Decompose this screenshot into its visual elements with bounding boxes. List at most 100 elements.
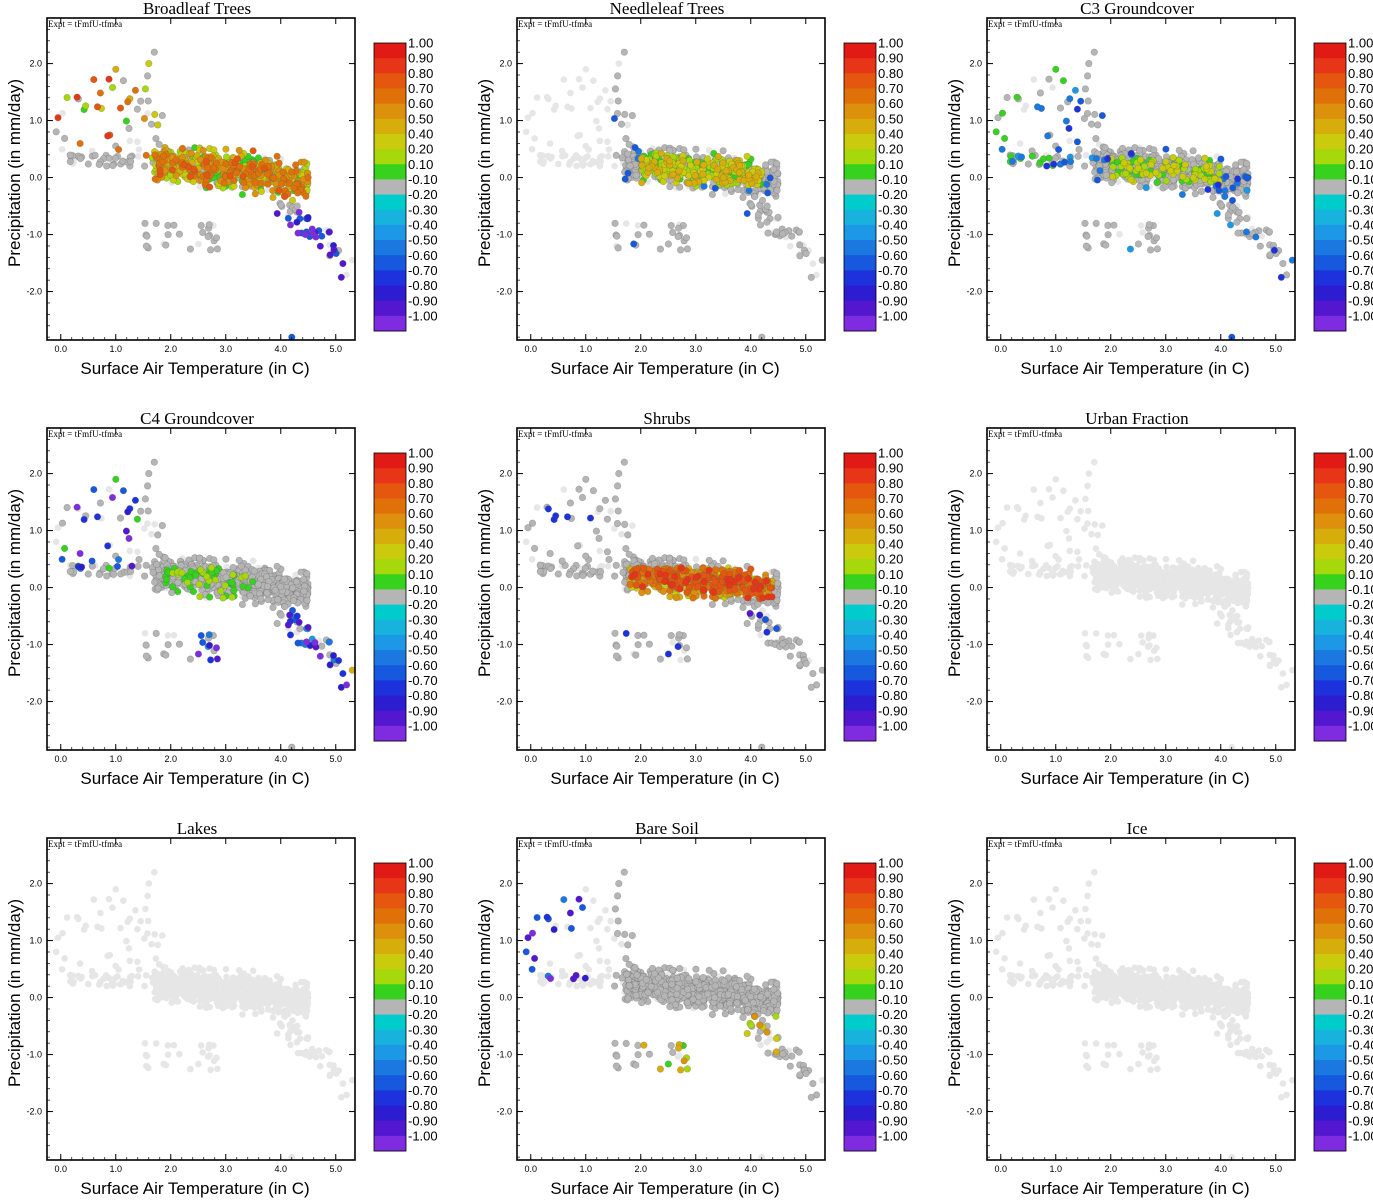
colorbar-label: 0.50	[408, 521, 433, 536]
data-point	[149, 568, 157, 577]
data-point	[575, 154, 583, 162]
data-point	[292, 161, 300, 169]
data-point	[275, 159, 283, 167]
colorbar-label: 0.80	[878, 66, 903, 81]
data-point	[1147, 160, 1155, 169]
x-tick-label: 3.0	[1159, 344, 1172, 354]
data-point	[144, 482, 152, 490]
data-point	[1094, 121, 1102, 129]
data-point	[574, 542, 582, 550]
data-point	[1152, 169, 1160, 177]
data-point	[589, 487, 598, 495]
data-point	[93, 103, 102, 111]
data-point	[235, 556, 243, 564]
data-point	[1175, 146, 1183, 154]
data-point	[141, 219, 149, 227]
colorbar-label: -0.50	[408, 643, 438, 658]
data-point	[199, 146, 207, 155]
data-point	[63, 93, 71, 102]
data-point	[58, 519, 67, 527]
data-point	[58, 146, 66, 153]
data-point	[1162, 158, 1170, 166]
data-point	[95, 570, 103, 579]
data-point	[558, 557, 566, 565]
data-point	[683, 655, 692, 663]
data-point	[196, 183, 204, 190]
data-point	[587, 104, 594, 112]
data-point	[260, 164, 268, 172]
x-tick-label: 4.0	[274, 344, 287, 354]
data-point	[233, 155, 241, 163]
x-axis-label: Surface Air Temperature (in C)	[80, 769, 309, 788]
x-tick-label: 1.0	[579, 344, 592, 354]
colorbar-swatch	[1314, 88, 1346, 105]
data-point	[595, 534, 603, 543]
data-point	[318, 642, 326, 650]
data-point	[644, 587, 652, 596]
data-point	[339, 669, 347, 678]
data-point	[604, 105, 611, 113]
data-point	[311, 638, 319, 647]
x-tick-label: 2.0	[164, 344, 177, 354]
colorbar-label: 0.50	[878, 111, 903, 126]
data-point	[90, 75, 98, 84]
panel-title: Shrubs	[643, 409, 690, 428]
data-point	[220, 179, 228, 187]
y-tick-label: -1.0	[26, 230, 42, 240]
x-tick-label: 1.0	[109, 754, 122, 764]
data-point	[122, 117, 130, 125]
colorbar-label: -0.20	[408, 597, 438, 612]
colorbar-swatch	[374, 574, 406, 590]
data-point	[278, 179, 286, 188]
colorbar-swatch	[374, 725, 406, 742]
y-tick-label: 1.0	[29, 116, 42, 126]
data-point	[141, 85, 149, 93]
data-point	[229, 571, 237, 579]
data-point	[1162, 177, 1170, 185]
data-point	[116, 514, 125, 522]
data-point	[749, 585, 758, 593]
x-tick-label: 4.0	[274, 754, 287, 764]
data-point	[59, 109, 66, 117]
colorbar-swatch	[844, 149, 876, 165]
data-point	[622, 220, 630, 227]
data-point	[1136, 183, 1144, 191]
colorbar-swatch	[374, 634, 406, 651]
data-point	[1209, 193, 1217, 201]
x-tick-label: 5.0	[799, 344, 812, 354]
colorbar-label: -0.90	[1348, 293, 1373, 308]
colorbar-swatch	[844, 224, 876, 241]
colorbar-label: 0.40	[1348, 127, 1373, 142]
data-point	[150, 458, 158, 466]
colorbar-swatch	[374, 194, 406, 211]
colorbar-label: 0.70	[1348, 81, 1373, 96]
data-point	[142, 561, 150, 569]
colorbar-label: -0.30	[878, 202, 908, 217]
data-point	[1265, 228, 1273, 236]
colorbar-label: 0.90	[1348, 51, 1373, 66]
colorbar-label: -0.80	[878, 278, 908, 293]
data-point	[1243, 186, 1251, 194]
data-point	[1153, 178, 1161, 186]
colorbar-label: 0.70	[408, 81, 433, 96]
data-point	[1102, 171, 1110, 179]
data-point	[708, 190, 717, 199]
data-point	[76, 139, 84, 148]
data-point	[604, 153, 612, 160]
x-tick-label: 0.0	[524, 754, 537, 764]
data-point	[134, 562, 142, 570]
data-point	[547, 155, 554, 162]
data-point	[1181, 161, 1189, 169]
colorbar-swatch	[374, 118, 406, 135]
data-point	[719, 174, 728, 182]
data-point	[1137, 222, 1145, 229]
data-point	[103, 162, 111, 170]
data-point	[634, 641, 642, 649]
data-point	[1077, 97, 1085, 105]
data-point	[144, 72, 152, 80]
data-point	[1003, 93, 1011, 102]
data-point	[1222, 172, 1230, 180]
data-point	[719, 557, 727, 565]
data-point	[1033, 103, 1042, 111]
